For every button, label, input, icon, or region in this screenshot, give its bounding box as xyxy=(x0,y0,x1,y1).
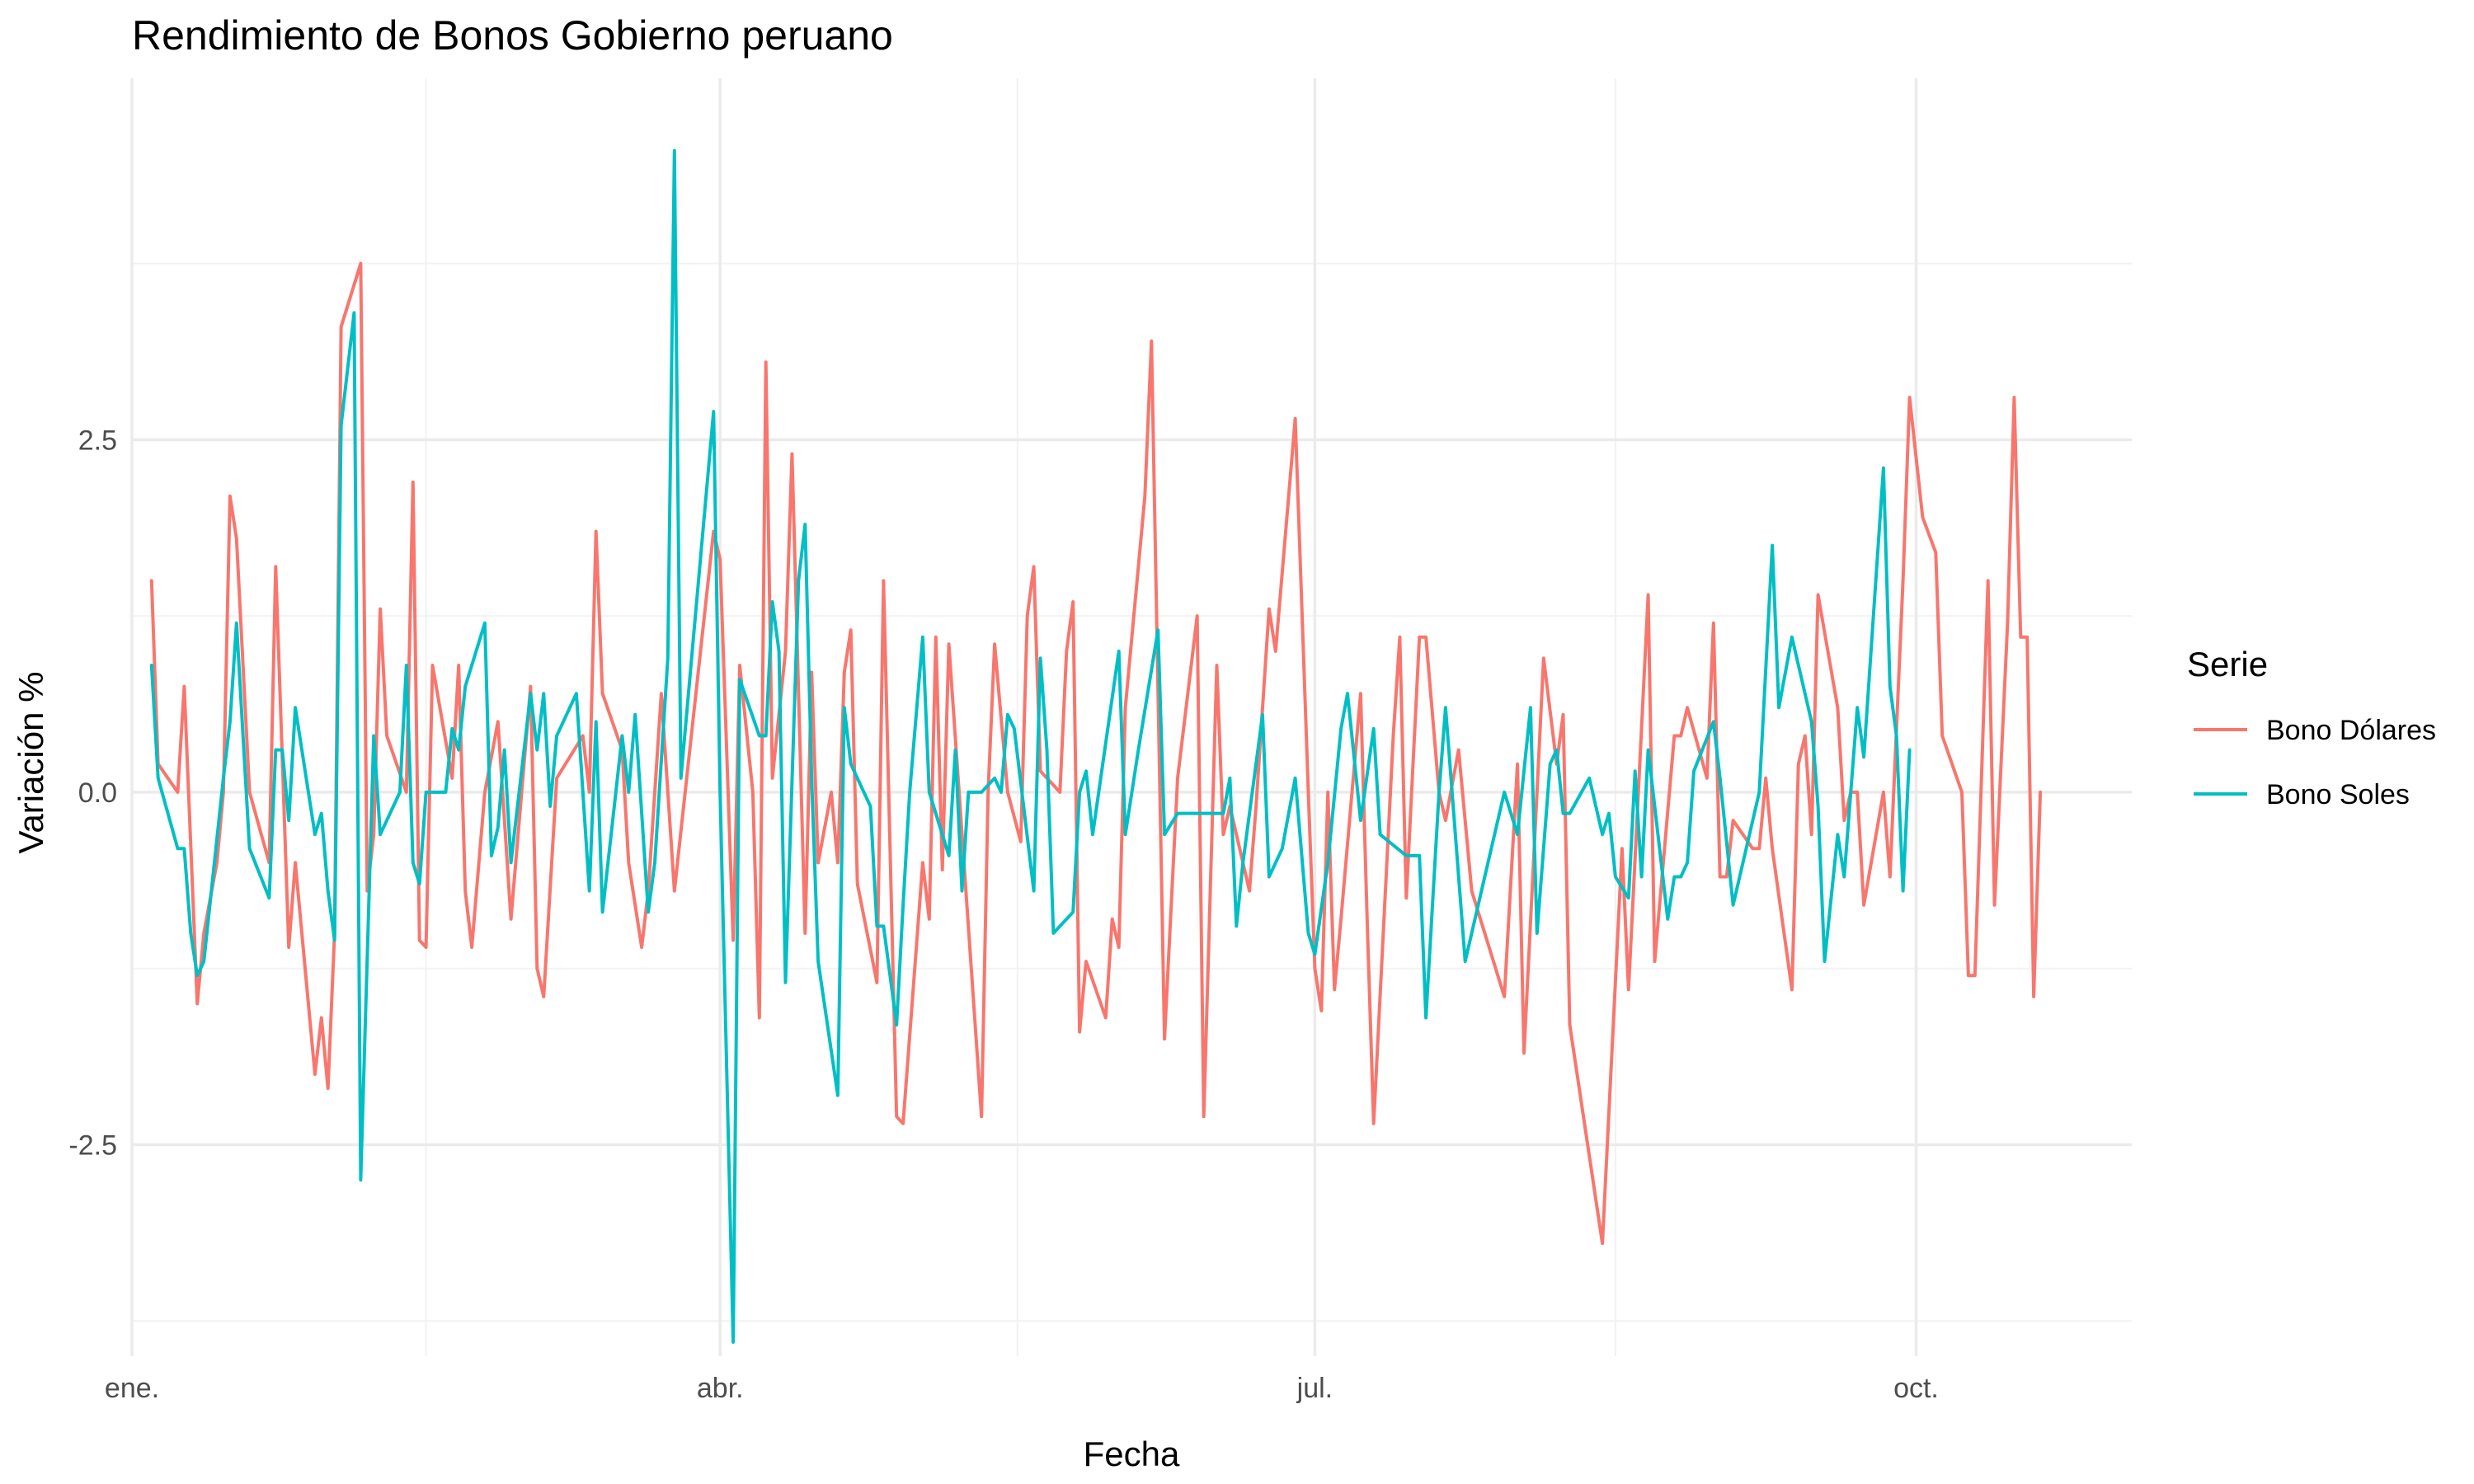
y-tick-label: 0.0 xyxy=(78,777,117,809)
series-lines xyxy=(149,148,2043,1344)
legend-label-bono-dolares: Bono Dólares xyxy=(2266,715,2436,746)
y-tick-label: -2.5 xyxy=(68,1129,117,1161)
legend-title: Serie xyxy=(2187,645,2268,683)
x-axis-ticks: ene. abr. jul. oct. xyxy=(105,1373,1939,1404)
y-tick-label: 2.5 xyxy=(78,425,117,456)
legend-label-bono-soles: Bono Soles xyxy=(2266,779,2410,810)
chart-title: Rendimiento de Bonos Gobierno peruano xyxy=(132,12,893,59)
y-axis-ticks: -2.5 0.0 2.5 xyxy=(68,425,117,1161)
x-tick-label: jul. xyxy=(1296,1373,1333,1404)
x-axis-title: Fecha xyxy=(1084,1435,1180,1473)
minor-gridlines xyxy=(132,78,2132,1356)
y-axis-title: Variación % xyxy=(12,672,50,854)
legend: Serie Bono Dólares Bono Soles xyxy=(2187,645,2436,810)
x-tick-label: abr. xyxy=(697,1373,744,1404)
x-tick-label: ene. xyxy=(105,1373,159,1404)
series-line-bono-dolares xyxy=(149,261,2043,1246)
series-line-bono-soles xyxy=(149,148,1912,1344)
x-tick-label: oct. xyxy=(1893,1373,1939,1404)
